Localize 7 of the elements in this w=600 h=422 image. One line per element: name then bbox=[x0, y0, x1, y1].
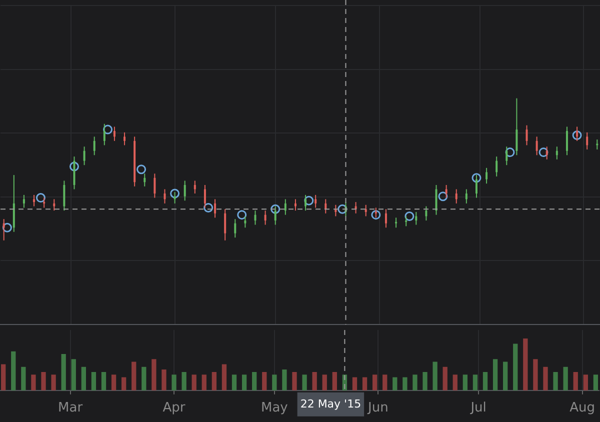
x-tick-label: Apr bbox=[162, 400, 186, 416]
ref-line-label: 22 May '15 bbox=[300, 397, 362, 410]
x-tick-label: May bbox=[260, 400, 288, 416]
x-tick-label: Jun bbox=[367, 400, 388, 416]
x-tick-label: Mar bbox=[58, 400, 84, 416]
x-tick-label: Jul bbox=[470, 400, 486, 416]
x-tick-label: Aug bbox=[570, 400, 596, 416]
